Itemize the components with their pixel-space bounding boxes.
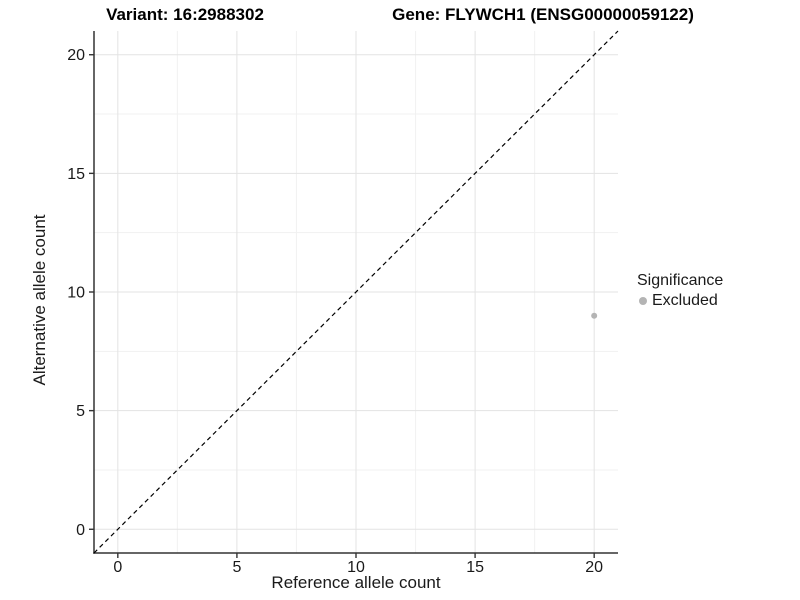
y-axis-title: Alternative allele count bbox=[30, 214, 49, 386]
y-tick-label: 10 bbox=[67, 285, 85, 302]
legend-item-excluded: Excluded bbox=[639, 292, 723, 310]
legend: Significance Excluded bbox=[637, 272, 723, 310]
x-tick-label: 15 bbox=[466, 559, 484, 576]
legend-key-dot-icon bbox=[639, 297, 647, 305]
y-tick-label: 5 bbox=[76, 403, 85, 420]
data-point bbox=[591, 312, 598, 319]
gene-title: Gene: FLYWCH1 (ENSG00000059122) bbox=[392, 5, 694, 24]
x-tick-label: 0 bbox=[113, 559, 122, 576]
y-tick-label: 15 bbox=[67, 166, 85, 183]
variant-title: Variant: 16:2988302 bbox=[106, 5, 264, 24]
x-tick-label: 5 bbox=[232, 559, 241, 576]
x-axis-title: Reference allele count bbox=[271, 573, 441, 592]
identity-line bbox=[93, 30, 619, 554]
y-tick-label: 0 bbox=[76, 522, 85, 539]
y-tick-label: 20 bbox=[67, 47, 85, 64]
legend-title: Significance bbox=[637, 272, 724, 289]
x-tick-label: 10 bbox=[347, 559, 365, 576]
legend-item-label: Excluded bbox=[652, 292, 718, 309]
x-tick-label: 20 bbox=[585, 559, 603, 576]
